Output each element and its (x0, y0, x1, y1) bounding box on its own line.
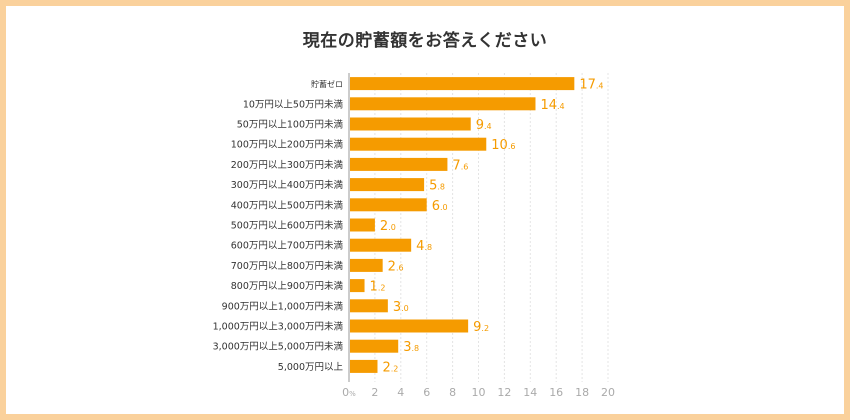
value-label: 6.0 (432, 199, 448, 214)
value-label: 9.2 (473, 320, 489, 335)
x-tick-label: 20 (601, 386, 615, 399)
value-label: 5.8 (429, 179, 445, 194)
x-tick-labels: 0% 2 4 6 8 10 12 14 16 18 20 (342, 386, 615, 399)
bar (350, 238, 412, 252)
category-label: 1,000万円以上3,000万円未満 (213, 321, 344, 333)
bar (350, 299, 388, 313)
value-label: 9.4 (476, 118, 492, 133)
bar (350, 77, 575, 91)
bar (350, 319, 469, 333)
chart-title: 現在の貯蓄額をお答えください (302, 31, 548, 51)
category-label: 400万円以上500万円未満 (231, 199, 344, 211)
category-label: 700万円以上800万円未満 (231, 260, 344, 272)
bar (350, 178, 425, 192)
category-label: 200万円以上300万円未満 (231, 159, 344, 171)
x-tick-label: 8 (449, 386, 456, 399)
x-tick-label: 14 (523, 386, 537, 399)
bar (350, 279, 365, 293)
bar (350, 97, 536, 111)
value-label: 17.4 (579, 78, 603, 93)
category-label: 100万円以上200万円未満 (231, 139, 344, 151)
value-label: 14.4 (540, 98, 564, 113)
value-label: 1.2 (370, 280, 386, 295)
bar (350, 339, 399, 353)
category-label: 3,000万円以上5,000万円未満 (213, 341, 344, 353)
bar (350, 218, 375, 232)
value-label: 2.2 (382, 360, 398, 375)
value-label: 7.6 (452, 158, 468, 173)
bars (350, 77, 575, 373)
bar (350, 258, 383, 272)
bar (350, 198, 427, 212)
value-label: 2.0 (380, 219, 396, 234)
category-label: 500万円以上600万円未満 (231, 220, 344, 232)
category-labels: 貯蓄ゼロ 10万円以上50万円未満 50万円以上100万円未満 100万円以上200万… (213, 79, 344, 373)
value-label: 2.6 (388, 259, 404, 274)
x-tick-label: 18 (575, 386, 589, 399)
bar (350, 157, 448, 171)
x-tick-label: 12 (497, 386, 511, 399)
x-tick-label: 6 (423, 386, 430, 399)
value-label: 10.6 (491, 138, 515, 153)
value-labels: 17.4 14.4 9.4 10.6 7.6 5.8 6.0 2.0 4.8 2.61.2 3.0 9… (370, 78, 604, 376)
x-tick-label: 4 (397, 386, 404, 399)
value-label: 3.8 (403, 340, 419, 355)
bar (350, 117, 471, 131)
bar (350, 359, 378, 373)
bar (350, 137, 487, 151)
x-tick-label: 0% (342, 386, 356, 399)
value-label: 4.8 (416, 239, 432, 254)
x-tick-label: 2 (371, 386, 378, 399)
x-tick-label: 16 (549, 386, 563, 399)
value-label: 3.0 (393, 300, 409, 315)
category-label: 貯蓄ゼロ (311, 79, 343, 89)
category-label: 600万円以上700万円未満 (231, 240, 344, 252)
category-label: 50万円以上100万円未満 (237, 119, 344, 131)
category-label: 800万円以上900万円未満 (231, 280, 344, 292)
category-label: 10万円以上50万円未満 (243, 98, 344, 110)
category-label: 5,000万円以上 (278, 362, 344, 373)
category-label: 300万円以上400万円未満 (231, 179, 344, 191)
category-label: 900万円以上1,000万円未満 (222, 300, 344, 312)
x-tick-label: 10 (472, 386, 486, 399)
